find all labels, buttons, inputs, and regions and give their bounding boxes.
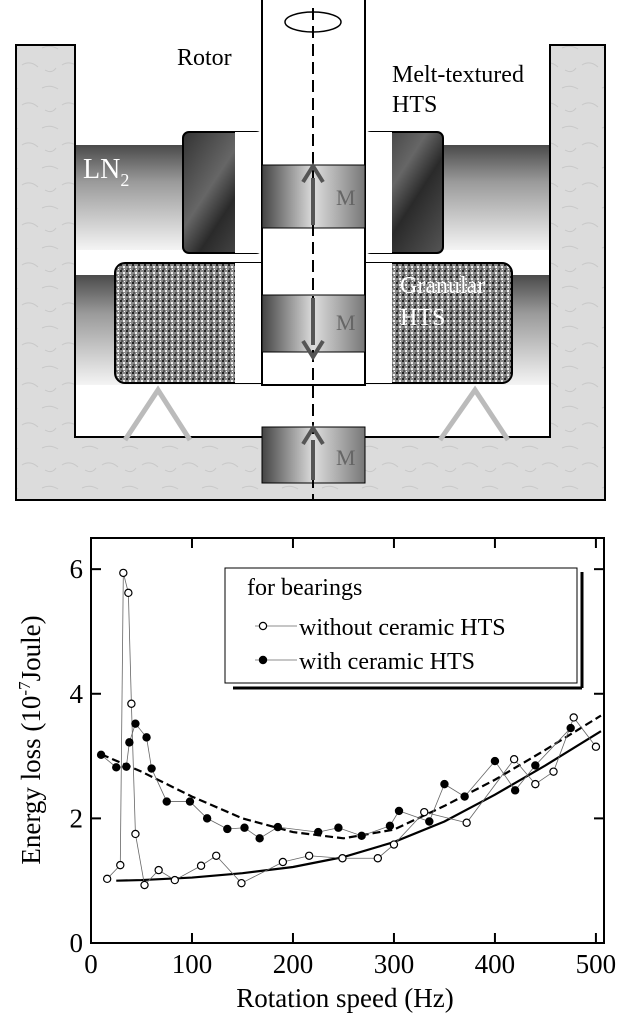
legend-box bbox=[224, 567, 578, 684]
legend-label: with ceramic HTS bbox=[299, 649, 475, 675]
marker bbox=[258, 621, 268, 631]
marker bbox=[373, 854, 382, 863]
fit-curve bbox=[100, 714, 602, 840]
marker bbox=[462, 818, 471, 827]
marker bbox=[278, 857, 288, 867]
label: HTS bbox=[400, 305, 445, 331]
y-tick-label: 6 bbox=[70, 554, 84, 584]
marker bbox=[125, 738, 134, 747]
label: M bbox=[336, 310, 356, 335]
plot-frame bbox=[90, 537, 605, 944]
y-axis-label: Energy loss (10-7Joule) bbox=[15, 615, 46, 864]
y-axis-label: Energy loss (10 bbox=[16, 696, 46, 865]
y-tick-label: 2 bbox=[70, 803, 84, 833]
series-line bbox=[106, 572, 597, 886]
marker bbox=[357, 831, 366, 841]
x-tick-label: 500 bbox=[576, 949, 617, 979]
series-line bbox=[100, 722, 571, 839]
marker bbox=[314, 827, 323, 837]
marker bbox=[119, 568, 128, 578]
marker bbox=[425, 817, 434, 826]
marker bbox=[334, 823, 343, 832]
marker bbox=[116, 860, 125, 870]
chart: Rotation speed (Hz) Energy loss (10-7Jou… bbox=[15, 615, 454, 1013]
marker bbox=[420, 807, 429, 817]
marker bbox=[140, 880, 149, 890]
marker bbox=[273, 822, 283, 832]
marker bbox=[142, 733, 151, 742]
marker bbox=[223, 824, 232, 834]
marker bbox=[258, 655, 268, 665]
diagram: Rotor Melt-textured HTS LN2 Granular HTS… bbox=[15, 0, 606, 501]
x-axis-label: Rotation speed (Hz) bbox=[236, 983, 453, 1013]
legend-title: for bearings bbox=[247, 575, 362, 601]
label: Melt-textured bbox=[392, 62, 524, 88]
marker bbox=[127, 699, 136, 708]
legend-label: without ceramic HTS bbox=[299, 615, 506, 641]
y-tick-label: 4 bbox=[70, 679, 84, 709]
y-axis-label: -7 bbox=[15, 681, 34, 696]
marker bbox=[549, 767, 558, 776]
x-tick-label: 200 bbox=[273, 949, 314, 979]
marker bbox=[338, 854, 347, 863]
label: M bbox=[336, 445, 356, 470]
marker bbox=[509, 754, 519, 764]
marker bbox=[531, 779, 540, 789]
marker bbox=[531, 761, 540, 770]
x-tick-label: 300 bbox=[374, 949, 415, 979]
marker bbox=[170, 875, 180, 885]
marker bbox=[122, 762, 131, 771]
label: Rotor bbox=[177, 45, 232, 71]
marker bbox=[112, 763, 121, 772]
marker bbox=[162, 797, 171, 806]
marker bbox=[202, 814, 212, 823]
x-tick-label: 100 bbox=[172, 949, 213, 979]
marker bbox=[131, 719, 140, 728]
marker bbox=[255, 834, 264, 843]
marker bbox=[569, 713, 578, 722]
label: M bbox=[336, 185, 356, 210]
marker bbox=[304, 851, 314, 860]
marker bbox=[185, 797, 195, 806]
marker bbox=[389, 840, 399, 849]
marker bbox=[154, 865, 163, 875]
marker bbox=[212, 851, 221, 860]
label: 2 bbox=[120, 170, 129, 190]
marker bbox=[510, 786, 520, 795]
marker bbox=[147, 764, 156, 773]
marker bbox=[131, 829, 140, 839]
marker bbox=[240, 823, 249, 832]
label: HTS bbox=[392, 92, 437, 118]
marker bbox=[591, 742, 601, 751]
marker bbox=[96, 750, 106, 760]
y-tick-label: 0 bbox=[70, 928, 84, 958]
label: LN2 bbox=[83, 154, 129, 190]
x-tick-label: 0 bbox=[84, 949, 98, 979]
marker bbox=[440, 779, 449, 789]
marker bbox=[237, 878, 246, 888]
marker bbox=[490, 756, 500, 766]
marker bbox=[385, 821, 395, 831]
label: Granular bbox=[400, 273, 485, 299]
marker bbox=[566, 723, 575, 733]
marker bbox=[196, 861, 206, 870]
marker bbox=[460, 792, 469, 801]
label: LN bbox=[83, 154, 120, 185]
x-tick-label: 400 bbox=[475, 949, 516, 979]
marker bbox=[102, 874, 112, 884]
marker bbox=[394, 806, 404, 816]
marker bbox=[124, 588, 133, 598]
y-axis-label: Joule) bbox=[16, 615, 46, 681]
